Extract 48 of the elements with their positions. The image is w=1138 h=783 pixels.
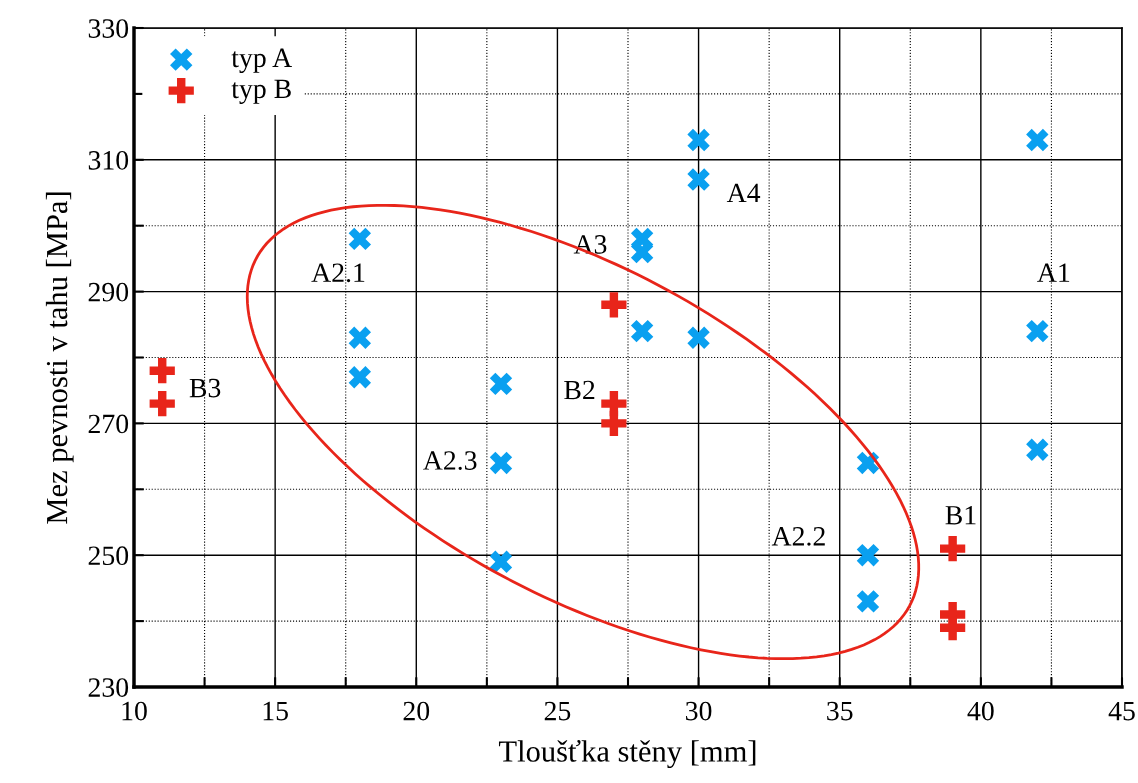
y-tick-label: 230 (88, 678, 129, 697)
point (1026, 128, 1049, 152)
annotation: B3 (189, 378, 221, 398)
y-tick-label: 330 (88, 19, 129, 38)
annotation: B2 (564, 380, 595, 400)
annotation: A1 (1037, 263, 1070, 282)
legend-label: typ A (231, 48, 292, 73)
y-axis-title: Mez pevnosti v tahu [MPa] (45, 192, 74, 524)
annotation: B1 (945, 505, 976, 525)
point (489, 451, 513, 475)
point (149, 358, 175, 384)
point (489, 550, 513, 573)
point (1026, 319, 1049, 343)
point (630, 319, 654, 343)
point (940, 615, 966, 641)
x-axis-title: Tloušťka stěny [mm] (498, 739, 756, 769)
y-tick-label: 250 (88, 546, 129, 566)
point (348, 366, 372, 389)
y-tick-label: 290 (88, 282, 129, 302)
y-tick-label: 310 (88, 150, 129, 170)
annotation: A2.3 (423, 451, 477, 471)
point (856, 544, 880, 567)
point (601, 410, 627, 437)
point (856, 451, 880, 475)
point (489, 372, 513, 396)
x-tick-label: 45 (1108, 701, 1135, 721)
point (687, 326, 710, 349)
legend-label: typ B (231, 79, 291, 104)
x-tick-label: 10 (122, 701, 147, 721)
x-tick-label: 40 (967, 701, 994, 721)
y-tick-label: 270 (88, 414, 129, 434)
point (1026, 438, 1049, 461)
x-tick-label: 20 (403, 701, 430, 721)
point (348, 326, 372, 349)
point (687, 168, 710, 191)
annotation: A4 (726, 183, 761, 203)
point (348, 227, 372, 251)
x-tick-label: 30 (686, 701, 712, 721)
annotation: A2.2 (771, 527, 825, 546)
x-tick-label: 15 (263, 701, 288, 721)
x-tick-label: 35 (827, 701, 853, 721)
point (601, 292, 627, 318)
point (149, 391, 175, 417)
annotation: A2.1 (311, 263, 365, 283)
x-tick-label: 25 (544, 701, 571, 721)
point (940, 535, 966, 562)
point (856, 590, 880, 613)
point (687, 128, 710, 152)
